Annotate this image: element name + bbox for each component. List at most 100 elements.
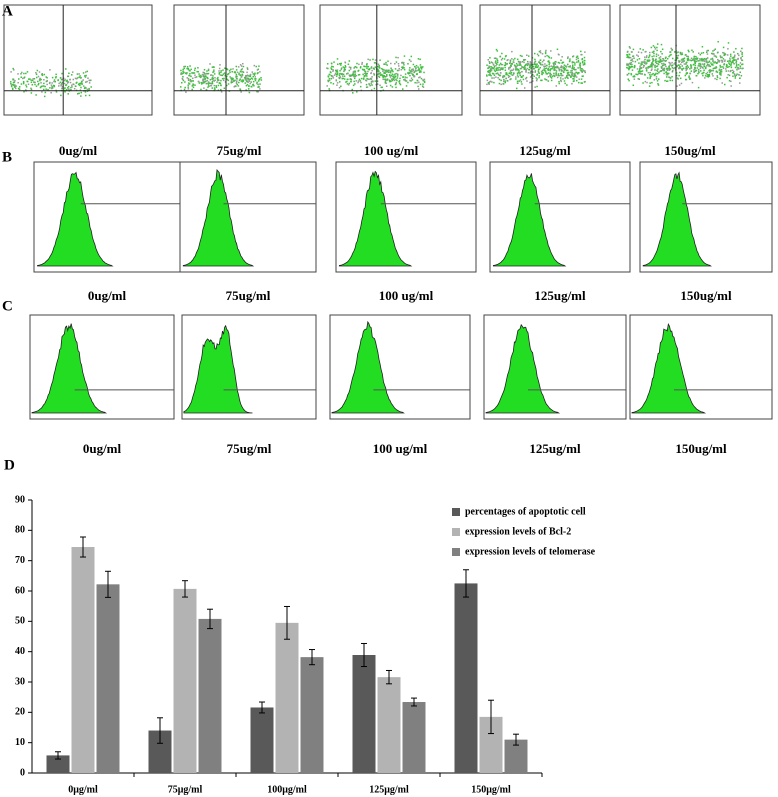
cell-dot	[402, 76, 404, 78]
cell-dot	[727, 73, 729, 76]
cell-dot	[522, 78, 525, 81]
cell-dot	[419, 58, 421, 61]
cell-dot	[710, 69, 713, 72]
legend-swatch	[452, 508, 460, 516]
cell-dot	[676, 85, 678, 87]
cell-dot	[486, 79, 489, 82]
cell-dot	[18, 86, 21, 88]
cell-dot	[37, 83, 40, 86]
cell-dot	[512, 59, 515, 61]
cell-dot	[246, 83, 249, 86]
cell-dot	[368, 83, 371, 86]
cell-dot	[352, 71, 355, 73]
cell-dot	[367, 78, 369, 80]
cell-dot	[518, 70, 520, 72]
cell-dot	[520, 67, 523, 70]
cell-dot	[363, 75, 366, 77]
cell-dot	[366, 77, 368, 80]
cell-dot	[346, 72, 349, 75]
cell-dot	[489, 62, 491, 65]
cell-dot	[727, 42, 730, 44]
cell-dot	[204, 78, 207, 80]
cell-dot	[573, 80, 575, 82]
cell-dot	[737, 68, 740, 70]
cell-dot	[357, 69, 360, 72]
cell-dot	[651, 68, 653, 70]
cell-dot	[504, 62, 507, 64]
cell-dot	[60, 83, 63, 85]
cell-dot	[353, 67, 355, 69]
cell-dot	[336, 73, 339, 76]
cell-dot	[373, 74, 376, 76]
cell-dot	[10, 81, 12, 83]
cell-dot	[680, 82, 683, 85]
cell-dot	[665, 80, 668, 83]
cell-dot	[332, 75, 334, 78]
cell-dot	[354, 66, 357, 68]
x-tick-label: 0μg/ml	[68, 784, 98, 795]
cell-dot	[496, 63, 498, 66]
cell-dot	[336, 69, 339, 71]
cell-dot	[340, 85, 342, 88]
cell-dot	[197, 80, 200, 83]
cell-dot	[415, 70, 417, 72]
cell-dot	[649, 74, 651, 76]
cell-dot	[645, 69, 648, 71]
cell-dot	[636, 54, 638, 56]
cell-dot	[332, 83, 335, 85]
cell-dot	[574, 68, 576, 71]
cell-dot	[730, 80, 732, 83]
cell-dot	[632, 60, 634, 63]
cell-dot	[711, 73, 714, 75]
cell-dot	[688, 76, 690, 79]
cell-dot	[563, 80, 566, 82]
cell-dot	[708, 75, 711, 77]
cell-dot	[679, 65, 681, 68]
cell-dot	[559, 72, 562, 75]
cell-dot	[348, 60, 351, 62]
cell-dot	[242, 65, 245, 68]
cell-dot	[677, 54, 680, 57]
cell-dot	[521, 70, 523, 73]
cell-dot	[206, 76, 209, 79]
cell-dot	[255, 65, 257, 68]
cell-dot	[741, 67, 743, 70]
cell-dot	[510, 71, 513, 74]
cell-dot	[500, 79, 502, 82]
cell-dot	[706, 60, 708, 62]
cell-dot	[238, 73, 240, 76]
cell-dot	[515, 76, 517, 78]
cell-dot	[646, 62, 648, 64]
cell-dot	[654, 48, 657, 50]
cell-dot	[495, 62, 498, 65]
cell-dot	[197, 67, 199, 69]
cell-dot	[568, 60, 571, 63]
cell-dot	[73, 87, 76, 90]
cell-dot	[527, 63, 530, 66]
cell-dot	[241, 74, 244, 76]
cell-dot	[180, 73, 182, 75]
bar	[173, 588, 197, 773]
cell-dot	[232, 79, 234, 81]
bar	[71, 547, 95, 773]
cell-dot	[504, 81, 507, 84]
cell-dot	[418, 67, 420, 70]
cell-dot	[404, 76, 406, 78]
cell-dot	[527, 55, 530, 57]
cell-dot	[633, 57, 635, 59]
cell-dot	[720, 70, 723, 73]
cell-dot	[686, 55, 688, 58]
cell-dot	[407, 73, 410, 75]
panel-caption: 125ug/ml	[529, 441, 581, 456]
cell-dot	[414, 65, 416, 68]
cell-dot	[721, 60, 724, 62]
plot-frame	[179, 161, 317, 273]
cell-dot	[520, 64, 522, 66]
cell-dot	[508, 62, 511, 65]
cell-dot	[535, 66, 538, 69]
cell-dot	[205, 89, 208, 91]
cell-dot	[671, 57, 674, 60]
cell-dot	[571, 71, 574, 74]
plot-frame	[629, 314, 773, 420]
cell-dot	[510, 65, 513, 67]
